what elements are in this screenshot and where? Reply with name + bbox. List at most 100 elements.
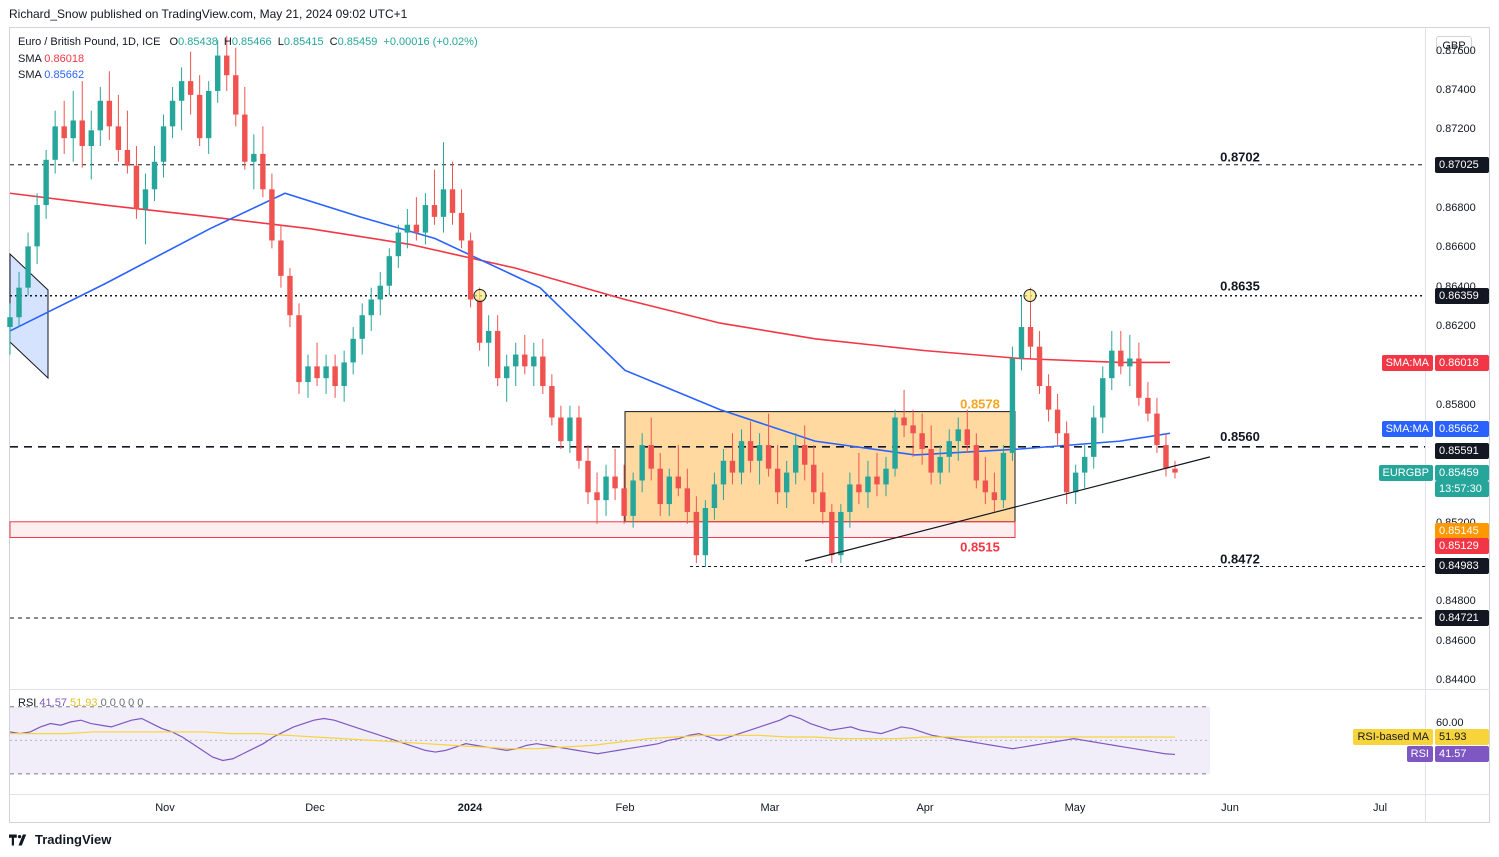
candle-body[interactable]: [567, 417, 573, 442]
candle-body[interactable]: [621, 488, 627, 516]
candle-body[interactable]: [52, 126, 58, 160]
candle-body[interactable]: [269, 189, 275, 241]
candle-body[interactable]: [350, 338, 356, 363]
candle-body[interactable]: [919, 433, 925, 449]
rsi-line[interactable]: [9, 714, 1176, 762]
candle-body[interactable]: [1172, 468, 1178, 473]
candle-body[interactable]: [25, 246, 31, 288]
candle-body[interactable]: [648, 445, 654, 469]
candle-body[interactable]: [422, 205, 429, 233]
candle-body[interactable]: [1063, 433, 1070, 493]
candle-body[interactable]: [233, 75, 239, 115]
candle-body[interactable]: [34, 205, 40, 247]
candle-body[interactable]: [196, 94, 203, 139]
candle-body[interactable]: [946, 441, 952, 457]
rsi-legend[interactable]: RSI 41.57 51.93 0 0 0 0 0: [18, 697, 143, 709]
candle-body[interactable]: [323, 366, 329, 379]
candle-body[interactable]: [314, 366, 320, 379]
candle-body[interactable]: [1045, 386, 1052, 410]
candle-body[interactable]: [603, 476, 609, 501]
candle-body[interactable]: [1154, 413, 1160, 446]
candle-body[interactable]: [467, 240, 474, 300]
candle-body[interactable]: [675, 476, 682, 489]
candle-body[interactable]: [1145, 397, 1151, 414]
price-tag[interactable]: SMA:MA 0.85662: [1381, 420, 1489, 437]
candle-body[interactable]: [865, 476, 871, 493]
candle-body[interactable]: [61, 126, 67, 139]
candle-body[interactable]: [910, 425, 916, 434]
candle-body[interactable]: [883, 468, 889, 485]
rsi-ma-line[interactable]: [10, 731, 1176, 750]
candle-body[interactable]: [88, 130, 94, 147]
candle-body[interactable]: [142, 189, 149, 209]
candle-body[interactable]: [368, 299, 374, 316]
price-tag[interactable]: EURGBP 0.85459 13:57:30: [1378, 464, 1489, 497]
candle-body[interactable]: [458, 212, 465, 241]
trendline[interactable]: [804, 456, 1211, 562]
candle-body[interactable]: [612, 476, 618, 489]
candle-body[interactable]: [549, 386, 555, 418]
candle-body[interactable]: [169, 100, 176, 127]
candle-body[interactable]: [928, 448, 934, 473]
candle-body[interactable]: [178, 81, 185, 101]
price-tag[interactable]: 0.84721: [1435, 609, 1489, 626]
candle-body[interactable]: [1127, 358, 1133, 367]
support-zone[interactable]: [9, 521, 1016, 539]
price-tag[interactable]: 0.85129: [1435, 537, 1489, 554]
candle-body[interactable]: [124, 149, 131, 166]
candle-body[interactable]: [937, 456, 943, 473]
candle-body[interactable]: [856, 484, 862, 493]
range-box[interactable]: [624, 411, 1016, 523]
price-tag[interactable]: SMA:MA 0.86018: [1381, 354, 1489, 371]
candle-body[interactable]: [558, 417, 564, 442]
candle-body[interactable]: [639, 445, 645, 481]
candle-body[interactable]: [278, 240, 284, 276]
candle-body[interactable]: [377, 285, 383, 300]
candle-body[interactable]: [242, 114, 248, 162]
sma-legend-blue[interactable]: SMA 0.85662: [18, 69, 84, 81]
candle-body[interactable]: [494, 330, 501, 379]
candle-body[interactable]: [964, 429, 970, 446]
candle-body[interactable]: [215, 55, 221, 91]
candle-body[interactable]: [260, 153, 266, 190]
candle-body[interactable]: [531, 356, 537, 367]
candle-body[interactable]: [892, 417, 898, 469]
candle-body[interactable]: [7, 317, 13, 328]
candle-body[interactable]: [79, 120, 85, 147]
candle-body[interactable]: [1109, 350, 1115, 379]
candle-body[interactable]: [738, 441, 745, 473]
symbol-title[interactable]: Euro / British Pound, 1D, ICE: [18, 36, 161, 48]
candle-body[interactable]: [792, 445, 799, 473]
candle-body[interactable]: [684, 488, 691, 512]
candle-body[interactable]: [503, 366, 510, 379]
candle-body[interactable]: [1163, 445, 1169, 469]
candle-body[interactable]: [1136, 358, 1142, 398]
candle-body[interactable]: [829, 511, 835, 556]
candle-body[interactable]: [395, 232, 402, 257]
candle-body[interactable]: [720, 460, 727, 485]
candle-body[interactable]: [1072, 472, 1079, 493]
candle-body[interactable]: [657, 468, 663, 505]
candle-body[interactable]: [187, 81, 194, 95]
candle-body[interactable]: [802, 445, 808, 465]
candle-body[interactable]: [811, 464, 817, 493]
candle-body[interactable]: [820, 492, 826, 512]
candle-body[interactable]: [847, 484, 853, 512]
candle-body[interactable]: [540, 356, 546, 387]
candle-body[interactable]: [693, 511, 700, 556]
price-tag[interactable]: 0.86359: [1435, 287, 1489, 304]
candle-body[interactable]: [765, 445, 772, 469]
sma-50-line[interactable]: [9, 192, 1171, 456]
candle-body[interactable]: [404, 224, 411, 233]
candle-body[interactable]: [115, 126, 122, 150]
sma-legend-red[interactable]: SMA 0.86018: [18, 53, 84, 65]
price-tag[interactable]: 0.84983: [1435, 558, 1489, 575]
candle-body[interactable]: [630, 480, 636, 516]
candle-body[interactable]: [16, 287, 22, 318]
candle-body[interactable]: [838, 511, 844, 556]
candle-body[interactable]: [359, 315, 365, 339]
candle-body[interactable]: [1009, 358, 1016, 453]
candle-body[interactable]: [1118, 350, 1124, 367]
candle-body[interactable]: [711, 484, 718, 509]
candle-body[interactable]: [1091, 417, 1097, 457]
